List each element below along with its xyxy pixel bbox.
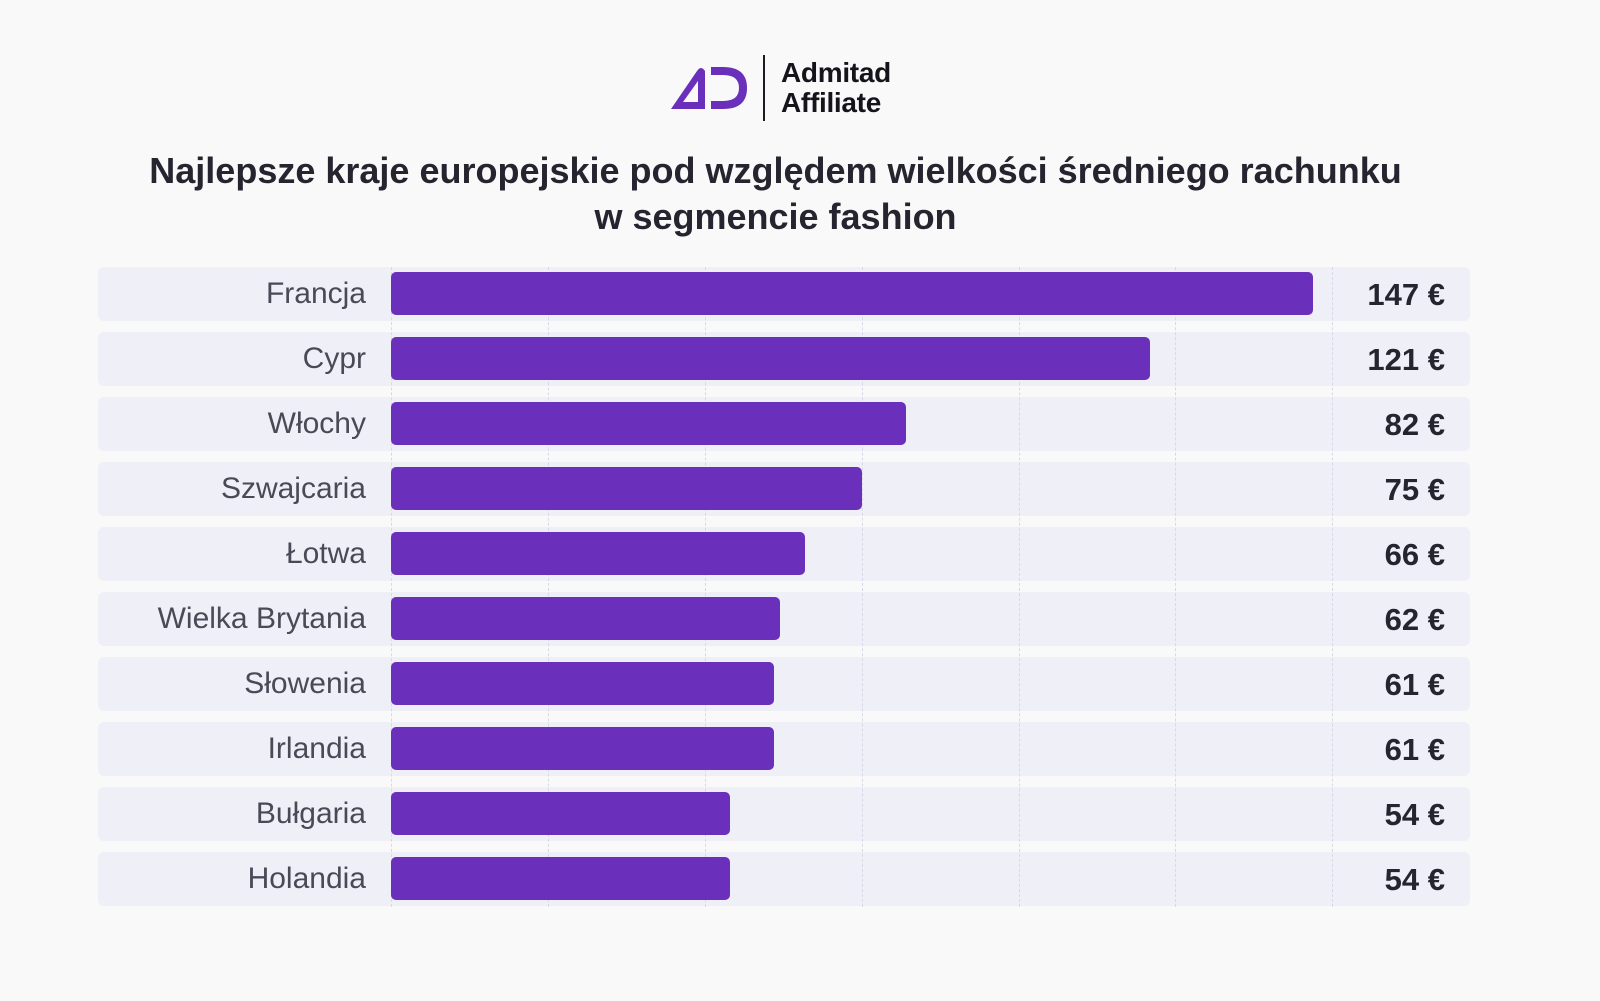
- bar: [391, 467, 862, 510]
- category-label: Cypr: [302, 342, 366, 375]
- bar: [391, 662, 774, 705]
- bar: [391, 792, 730, 835]
- bar: [391, 272, 1314, 315]
- bar: [391, 402, 906, 445]
- gridline: [1332, 267, 1334, 907]
- value-label: 61 €: [1384, 667, 1445, 702]
- bar: [391, 337, 1151, 380]
- bar: [391, 597, 781, 640]
- category-label: Wielka Brytania: [157, 602, 366, 635]
- bar: [391, 532, 806, 575]
- bar-chart: Francja 147 € Cypr 121 € Włochy 82 € Szwajcari…: [98, 267, 1470, 907]
- gridline: [704, 267, 706, 907]
- value-label: 75 €: [1384, 472, 1445, 507]
- logo-divider: [763, 55, 765, 121]
- value-label: 121 €: [1367, 342, 1445, 377]
- chart-row: [98, 592, 1470, 646]
- category-label: Francja: [265, 277, 366, 310]
- value-label: 62 €: [1384, 602, 1445, 637]
- chart-row: [98, 722, 1470, 776]
- brand-logo: Admitad Affiliate: [665, 54, 891, 122]
- brand-line-2: Affiliate: [781, 87, 881, 118]
- category-label: Łotwa: [285, 537, 366, 570]
- chart-row: [98, 657, 1470, 711]
- value-label: 54 €: [1384, 862, 1445, 897]
- gridline: [1018, 267, 1020, 907]
- chart-row: [98, 787, 1470, 841]
- gridline: [861, 267, 863, 907]
- value-label: 66 €: [1384, 537, 1445, 572]
- bar: [391, 727, 774, 770]
- category-label: Irlandia: [267, 732, 366, 765]
- value-label: 147 €: [1367, 277, 1445, 312]
- value-label: 54 €: [1384, 797, 1445, 832]
- chart-row: [98, 852, 1470, 906]
- gridline: [1175, 267, 1177, 907]
- category-label: Włochy: [267, 407, 366, 440]
- brand-name: Admitad Affiliate: [781, 58, 891, 118]
- value-label: 61 €: [1384, 732, 1445, 767]
- chart-title: Najlepsze kraje europejskie pod względem…: [0, 148, 1551, 240]
- admitad-logo-icon: [671, 67, 747, 109]
- chart-title-line-1: Najlepsze kraje europejskie pod względem…: [149, 150, 1402, 191]
- chart-title-line-2: w segmencie fashion: [594, 196, 957, 237]
- category-label: Bułgaria: [255, 797, 366, 830]
- gridline: [391, 267, 392, 907]
- bar: [391, 857, 730, 900]
- value-label: 82 €: [1384, 407, 1445, 442]
- brand-line-1: Admitad: [781, 57, 891, 88]
- gridline: [547, 267, 549, 907]
- category-label: Szwajcaria: [220, 472, 366, 505]
- category-label: Słowenia: [244, 667, 366, 700]
- category-label: Holandia: [247, 862, 366, 895]
